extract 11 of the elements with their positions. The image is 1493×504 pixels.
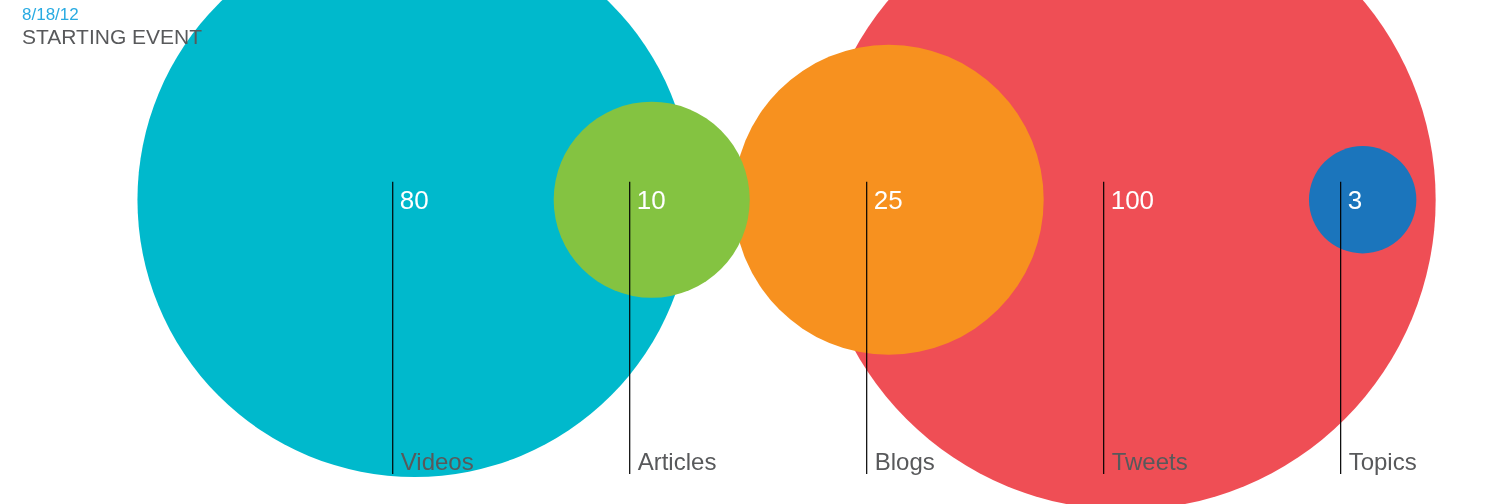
text: 8/18/12 [22,5,80,25]
category-label: Topics [1348,448,1417,475]
category-label: Articles [637,448,717,475]
data-label: 100 [1110,184,1155,215]
category-label: Blogs [874,448,935,475]
category-label: Tweets [1111,448,1188,475]
data-label: 25 [873,184,903,215]
data-label: 80 [399,184,429,215]
data-label: 3 [1347,184,1363,215]
data-label: 10 [636,184,666,215]
category-label: Videos [400,448,474,475]
